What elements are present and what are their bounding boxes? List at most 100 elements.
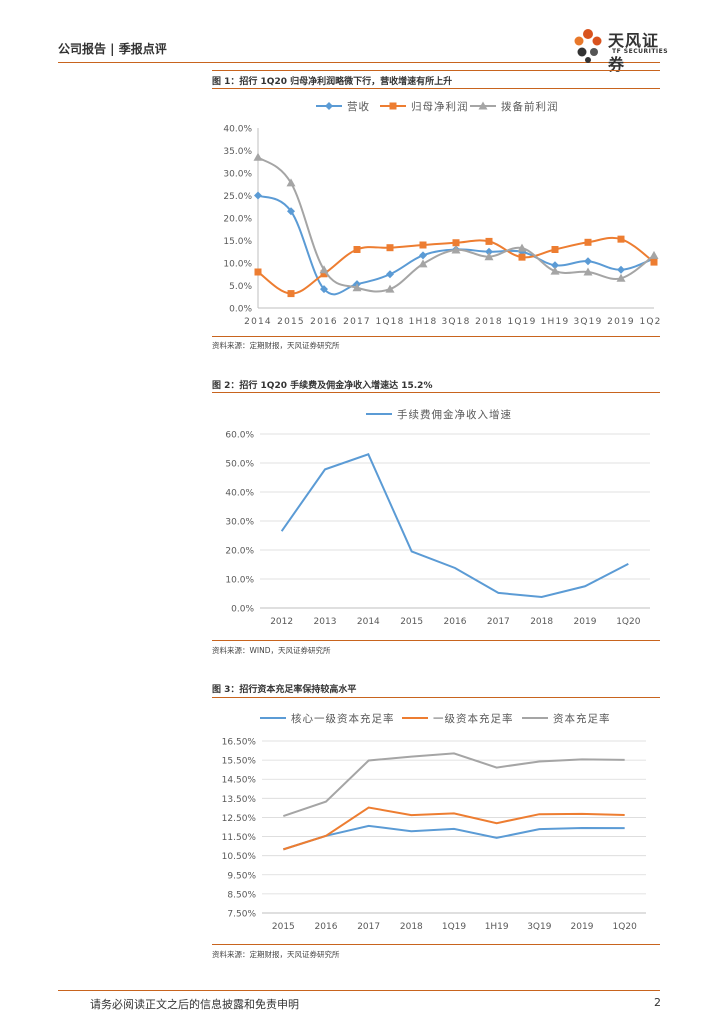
data-point bbox=[550, 266, 560, 275]
data-point bbox=[485, 237, 493, 245]
data-point bbox=[617, 235, 625, 243]
data-point bbox=[287, 290, 295, 298]
y-tick-label: 11.50% bbox=[222, 833, 257, 843]
y-tick-label: 8.50% bbox=[227, 890, 256, 900]
data-point bbox=[518, 253, 526, 261]
data-point bbox=[418, 259, 428, 268]
y-tick-label: 25.0% bbox=[223, 192, 252, 202]
x-tick-label: 2016 bbox=[315, 922, 338, 932]
y-tick-label: 10.50% bbox=[222, 852, 257, 862]
chart1-svg: 0.0% 5.0% 10.0% 15.0% 20.0% 25.0% 30.0% 35.0% 40… bbox=[223, 100, 660, 327]
x-tick-label: 2015 bbox=[272, 922, 295, 932]
x-tick-label: 2018 bbox=[475, 317, 503, 327]
legend-label: 手续费佣金净收入增速 bbox=[397, 408, 512, 421]
legend-label: 营收 bbox=[347, 100, 370, 113]
y-tick-label: 0.0% bbox=[231, 605, 254, 615]
x-tick-label: 2013 bbox=[314, 617, 337, 627]
data-point bbox=[451, 245, 461, 254]
x-tick-label: 3Q18 bbox=[441, 317, 470, 327]
fig1-top-rule bbox=[212, 70, 660, 71]
data-point bbox=[419, 241, 427, 249]
x-tick-label: 2012 bbox=[270, 617, 293, 627]
data-point bbox=[320, 285, 328, 294]
data-point bbox=[319, 265, 329, 274]
y-tick-label: 15.50% bbox=[222, 757, 257, 767]
y-tick-label: 20.0% bbox=[223, 215, 252, 225]
data-point bbox=[584, 238, 592, 246]
x-tick-label: 2017 bbox=[357, 922, 380, 932]
y-tick-label: 7.50% bbox=[227, 910, 256, 920]
tf-securities-logo: 天风证券 TF SECURITIES bbox=[568, 24, 672, 74]
series-line-2 bbox=[257, 156, 655, 293]
x-tick-label: 2014 bbox=[357, 617, 380, 627]
x-tick-label: 2017 bbox=[343, 317, 371, 327]
x-tick-label: 2016 bbox=[310, 317, 338, 327]
y-tick-label: 40.0% bbox=[225, 489, 254, 499]
legend-label: 核心一级资本充足率 bbox=[291, 712, 395, 725]
disclaimer-text: 请务必阅读正文之后的信息披露和免责申明 bbox=[90, 998, 299, 1011]
y-tick-label: 14.50% bbox=[222, 776, 257, 786]
x-tick-label: 2019 bbox=[571, 922, 594, 932]
x-tick-label: 1Q20 bbox=[613, 922, 638, 932]
data-point bbox=[385, 284, 395, 293]
data-point bbox=[452, 239, 460, 247]
y-tick-label: 16.50% bbox=[222, 738, 257, 748]
x-tick-label: 3Q19 bbox=[573, 317, 602, 327]
y-tick-label: 20.0% bbox=[225, 547, 254, 557]
data-point bbox=[484, 252, 494, 261]
fig2-source: 资料来源：WIND，天风证券研究所 bbox=[212, 646, 331, 655]
page-number: 2 bbox=[654, 996, 661, 1009]
data-point bbox=[254, 268, 262, 276]
data-point bbox=[386, 270, 394, 279]
data-point bbox=[386, 244, 394, 252]
data-point bbox=[419, 251, 427, 260]
y-tick-label: 40.0% bbox=[223, 125, 252, 135]
data-point bbox=[650, 258, 658, 266]
footer-divider bbox=[58, 990, 660, 991]
data-point bbox=[352, 283, 362, 292]
legend-marker bbox=[478, 101, 488, 110]
data-point bbox=[287, 207, 295, 216]
data-point bbox=[617, 265, 625, 274]
x-tick-label: 2019 bbox=[607, 317, 635, 327]
data-point bbox=[517, 243, 527, 252]
y-tick-label: 50.0% bbox=[225, 460, 254, 470]
series-line-1 bbox=[283, 806, 625, 851]
y-tick-label: 13.50% bbox=[222, 795, 257, 805]
logo-cn-text: 天风证券 bbox=[608, 31, 660, 74]
x-tick-label: 2017 bbox=[487, 617, 510, 627]
y-tick-label: 30.0% bbox=[223, 170, 252, 180]
legend-marker bbox=[325, 102, 333, 110]
x-tick-label: 3Q19 bbox=[527, 922, 552, 932]
report-header-label: 公司报告 | 季报点评 bbox=[58, 42, 167, 56]
chart3-svg: 7.50% 8.50% 9.50% 10.50% 11.50% 12.50% 13.50% 1… bbox=[222, 712, 646, 932]
fig1-title-rule bbox=[212, 88, 660, 89]
data-point bbox=[485, 247, 493, 256]
x-tick-label: 1Q18 bbox=[375, 317, 404, 327]
data-point bbox=[353, 246, 361, 253]
data-point bbox=[584, 257, 592, 266]
x-tick-label: 1Q19 bbox=[507, 317, 536, 327]
y-tick-label: 35.0% bbox=[223, 147, 252, 157]
y-tick-label: 10.0% bbox=[223, 260, 252, 270]
logo-flower-icon bbox=[574, 29, 602, 63]
x-tick-label: 2018 bbox=[530, 617, 553, 627]
series-line-0 bbox=[283, 824, 625, 851]
x-tick-label: 2014 bbox=[244, 317, 272, 327]
fig3-source: 资料来源：定期财报，天风证券研究所 bbox=[212, 950, 340, 959]
x-tick-label: 1Q20 bbox=[639, 317, 660, 327]
fig1-bottom-rule bbox=[212, 336, 660, 337]
data-point bbox=[616, 273, 626, 282]
data-point bbox=[286, 178, 296, 187]
x-tick-label: 1Q20 bbox=[616, 617, 641, 627]
x-tick-label: 1H19 bbox=[541, 317, 570, 327]
header-divider bbox=[58, 62, 660, 63]
legend-label: 归母净利润 bbox=[411, 100, 469, 113]
fig1-title: 图 1：招行 1Q20 归母净利润略微下行，营收增速有所上升 bbox=[212, 77, 453, 87]
y-tick-label: 30.0% bbox=[225, 518, 254, 528]
x-tick-label: 2015 bbox=[400, 617, 423, 627]
y-tick-label: 60.0% bbox=[225, 431, 254, 441]
y-tick-label: 12.50% bbox=[222, 814, 257, 824]
fig3-title: 图 3：招行资本充足率保持较高水平 bbox=[212, 685, 357, 695]
legend-label: 资本充足率 bbox=[553, 712, 611, 725]
